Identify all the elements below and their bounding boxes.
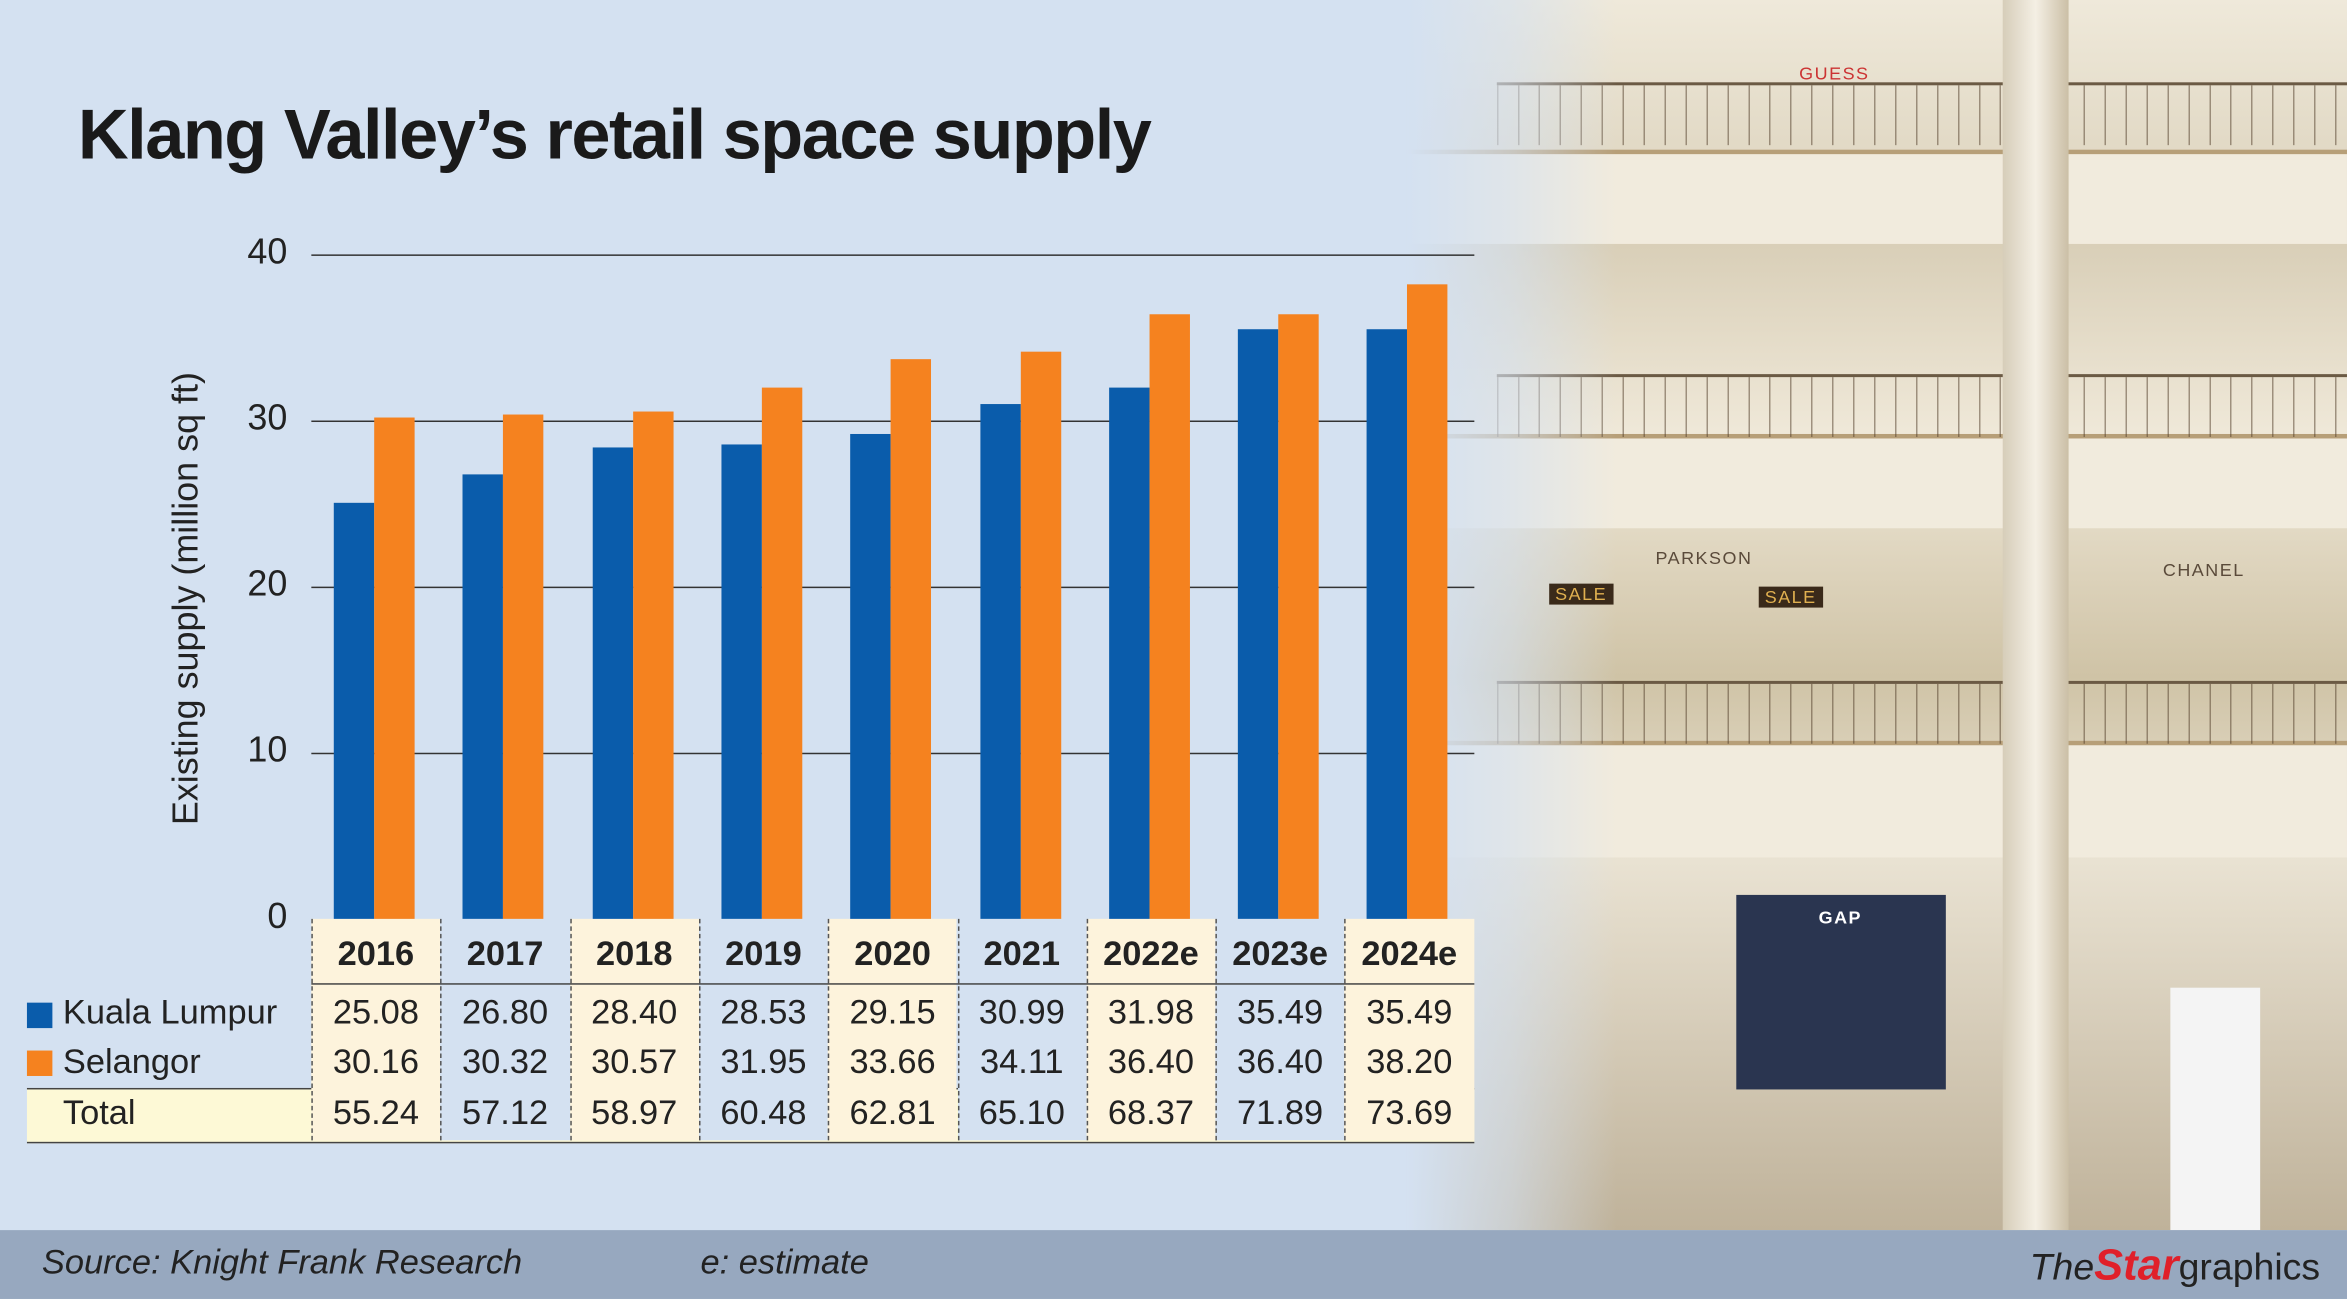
bar-kuala-lumpur — [333, 502, 375, 919]
bar-selangor — [1278, 314, 1319, 919]
x-tick-label: 2017 — [466, 933, 544, 973]
shop-sign: SALE — [1549, 583, 1614, 605]
bar-kuala-lumpur — [1237, 329, 1279, 919]
table-cell-selangor: 36.40 — [1237, 1041, 1324, 1081]
bar-selangor — [632, 411, 673, 919]
bar-selangor — [374, 417, 415, 919]
y-tick-label: 10 — [247, 730, 288, 771]
table-column — [569, 918, 699, 1141]
table-cell-selangor: 31.95 — [720, 1041, 807, 1081]
legend-selangor: Selangor — [62, 1041, 201, 1081]
table-cell-selangor: 36.40 — [1107, 1041, 1195, 1081]
table-column — [1215, 918, 1345, 1141]
table-column — [311, 918, 441, 1141]
railing — [1496, 374, 2347, 437]
x-tick-label: 2021 — [983, 933, 1061, 973]
y-tick-label: 20 — [247, 564, 288, 605]
bar-kuala-lumpur — [592, 447, 633, 919]
y-tick-label: 0 — [267, 896, 288, 937]
bar-kuala-lumpur — [721, 444, 762, 919]
bar-selangor — [503, 415, 544, 919]
bar-selangor — [761, 388, 803, 919]
table-column — [440, 918, 570, 1141]
railing — [1496, 680, 2347, 744]
bar-kuala-lumpur — [1367, 329, 1408, 919]
shop-sign: GUESS — [1799, 62, 1870, 84]
x-tick-label: 2019 — [725, 933, 802, 973]
table-cell-selangor: 34.11 — [979, 1041, 1064, 1081]
table-cell-total: 55.24 — [332, 1092, 419, 1132]
total-label: Total — [62, 1092, 136, 1132]
legend-kuala-lumpur: Kuala Lumpur — [62, 992, 278, 1032]
table-cell-total: 68.37 — [1107, 1092, 1195, 1132]
source-note: Source: Knight Frank Research — [41, 1242, 523, 1282]
table-cell-kuala-lumpur: 28.53 — [720, 992, 807, 1032]
shop-sign: CHANEL — [2162, 559, 2245, 581]
table-column — [698, 918, 829, 1141]
bar-kuala-lumpur — [1108, 387, 1150, 919]
y-axis-label: Existing supply (million sq ft) — [166, 372, 207, 826]
table-cell-total: 60.48 — [720, 1092, 807, 1132]
pillar — [2002, 0, 2069, 1231]
display-stand — [2170, 987, 2261, 1231]
bar-selangor — [1407, 284, 1448, 919]
table-cell-selangor: 30.57 — [591, 1041, 678, 1081]
bar-kuala-lumpur — [850, 434, 891, 919]
table-cell-total: 57.12 — [461, 1092, 549, 1132]
railing — [1496, 82, 2347, 146]
table-cell-kuala-lumpur: 25.08 — [332, 992, 419, 1032]
table-cell-kuala-lumpur: 28.40 — [591, 992, 678, 1032]
brand-star: Star — [2094, 1242, 2179, 1290]
table-cell-total: 58.97 — [591, 1092, 678, 1132]
mall-photo: GUESS PARKSON SALE SALE CHANEL GAP — [1406, 0, 2347, 1231]
table-cell-kuala-lumpur: 30.99 — [978, 992, 1065, 1032]
table-cell-selangor: 38.20 — [1366, 1041, 1453, 1081]
legend-swatch-selangor — [26, 1050, 53, 1076]
table-column — [957, 918, 1087, 1141]
table-cell-total: 73.69 — [1366, 1092, 1453, 1132]
table-column — [1086, 918, 1216, 1141]
x-tick-label: 2022e — [1103, 933, 1199, 973]
x-tick-label: 2024e — [1361, 933, 1458, 973]
table-column — [828, 918, 958, 1141]
legend-swatch-kuala-lumpur — [26, 1002, 53, 1029]
x-tick-label: 2018 — [595, 933, 673, 973]
x-tick-label: 2016 — [337, 933, 415, 973]
brand-logo: TheStargraphics — [2030, 1242, 2320, 1291]
bar-selangor — [1020, 352, 1061, 919]
table-cell-kuala-lumpur: 35.49 — [1366, 992, 1453, 1032]
table-cell-kuala-lumpur: 31.98 — [1107, 992, 1195, 1032]
shop-sign: GAP — [1818, 906, 1863, 928]
brand-the: The — [2029, 1246, 2095, 1289]
bar-kuala-lumpur — [979, 404, 1021, 919]
table-cell-total: 71.89 — [1237, 1092, 1324, 1132]
table-cell-selangor: 30.16 — [332, 1041, 419, 1081]
table-cell-total: 62.81 — [849, 1092, 936, 1132]
x-tick-label: 2020 — [854, 933, 931, 973]
shop-sign: PARKSON — [1655, 547, 1753, 569]
x-tick-label: 2023e — [1232, 933, 1328, 973]
bar-kuala-lumpur — [462, 473, 504, 919]
table-header-divider — [311, 983, 1475, 985]
table-cell-kuala-lumpur: 35.49 — [1237, 992, 1324, 1032]
table-cell-selangor: 30.32 — [461, 1041, 549, 1081]
table-cell-total: 65.10 — [978, 1092, 1065, 1132]
table-cell-selangor: 33.66 — [849, 1041, 936, 1081]
gridline — [311, 254, 1475, 256]
y-tick-label: 30 — [247, 398, 288, 439]
table-cell-kuala-lumpur: 26.80 — [461, 992, 549, 1032]
shop-sign: SALE — [1758, 586, 1823, 608]
chart-title: Klang Valley’s retail space supply — [77, 94, 1152, 174]
table-cell-kuala-lumpur: 29.15 — [849, 992, 936, 1032]
gap-storefront — [1736, 894, 1946, 1090]
y-tick-label: 40 — [247, 231, 288, 273]
brand-graphics: graphics — [2178, 1246, 2321, 1289]
estimate-note: e: estimate — [700, 1242, 869, 1282]
footer-bar — [0, 1230, 2347, 1299]
table-column — [1344, 918, 1474, 1141]
bar-selangor — [890, 359, 932, 919]
bar-selangor — [1149, 314, 1190, 919]
